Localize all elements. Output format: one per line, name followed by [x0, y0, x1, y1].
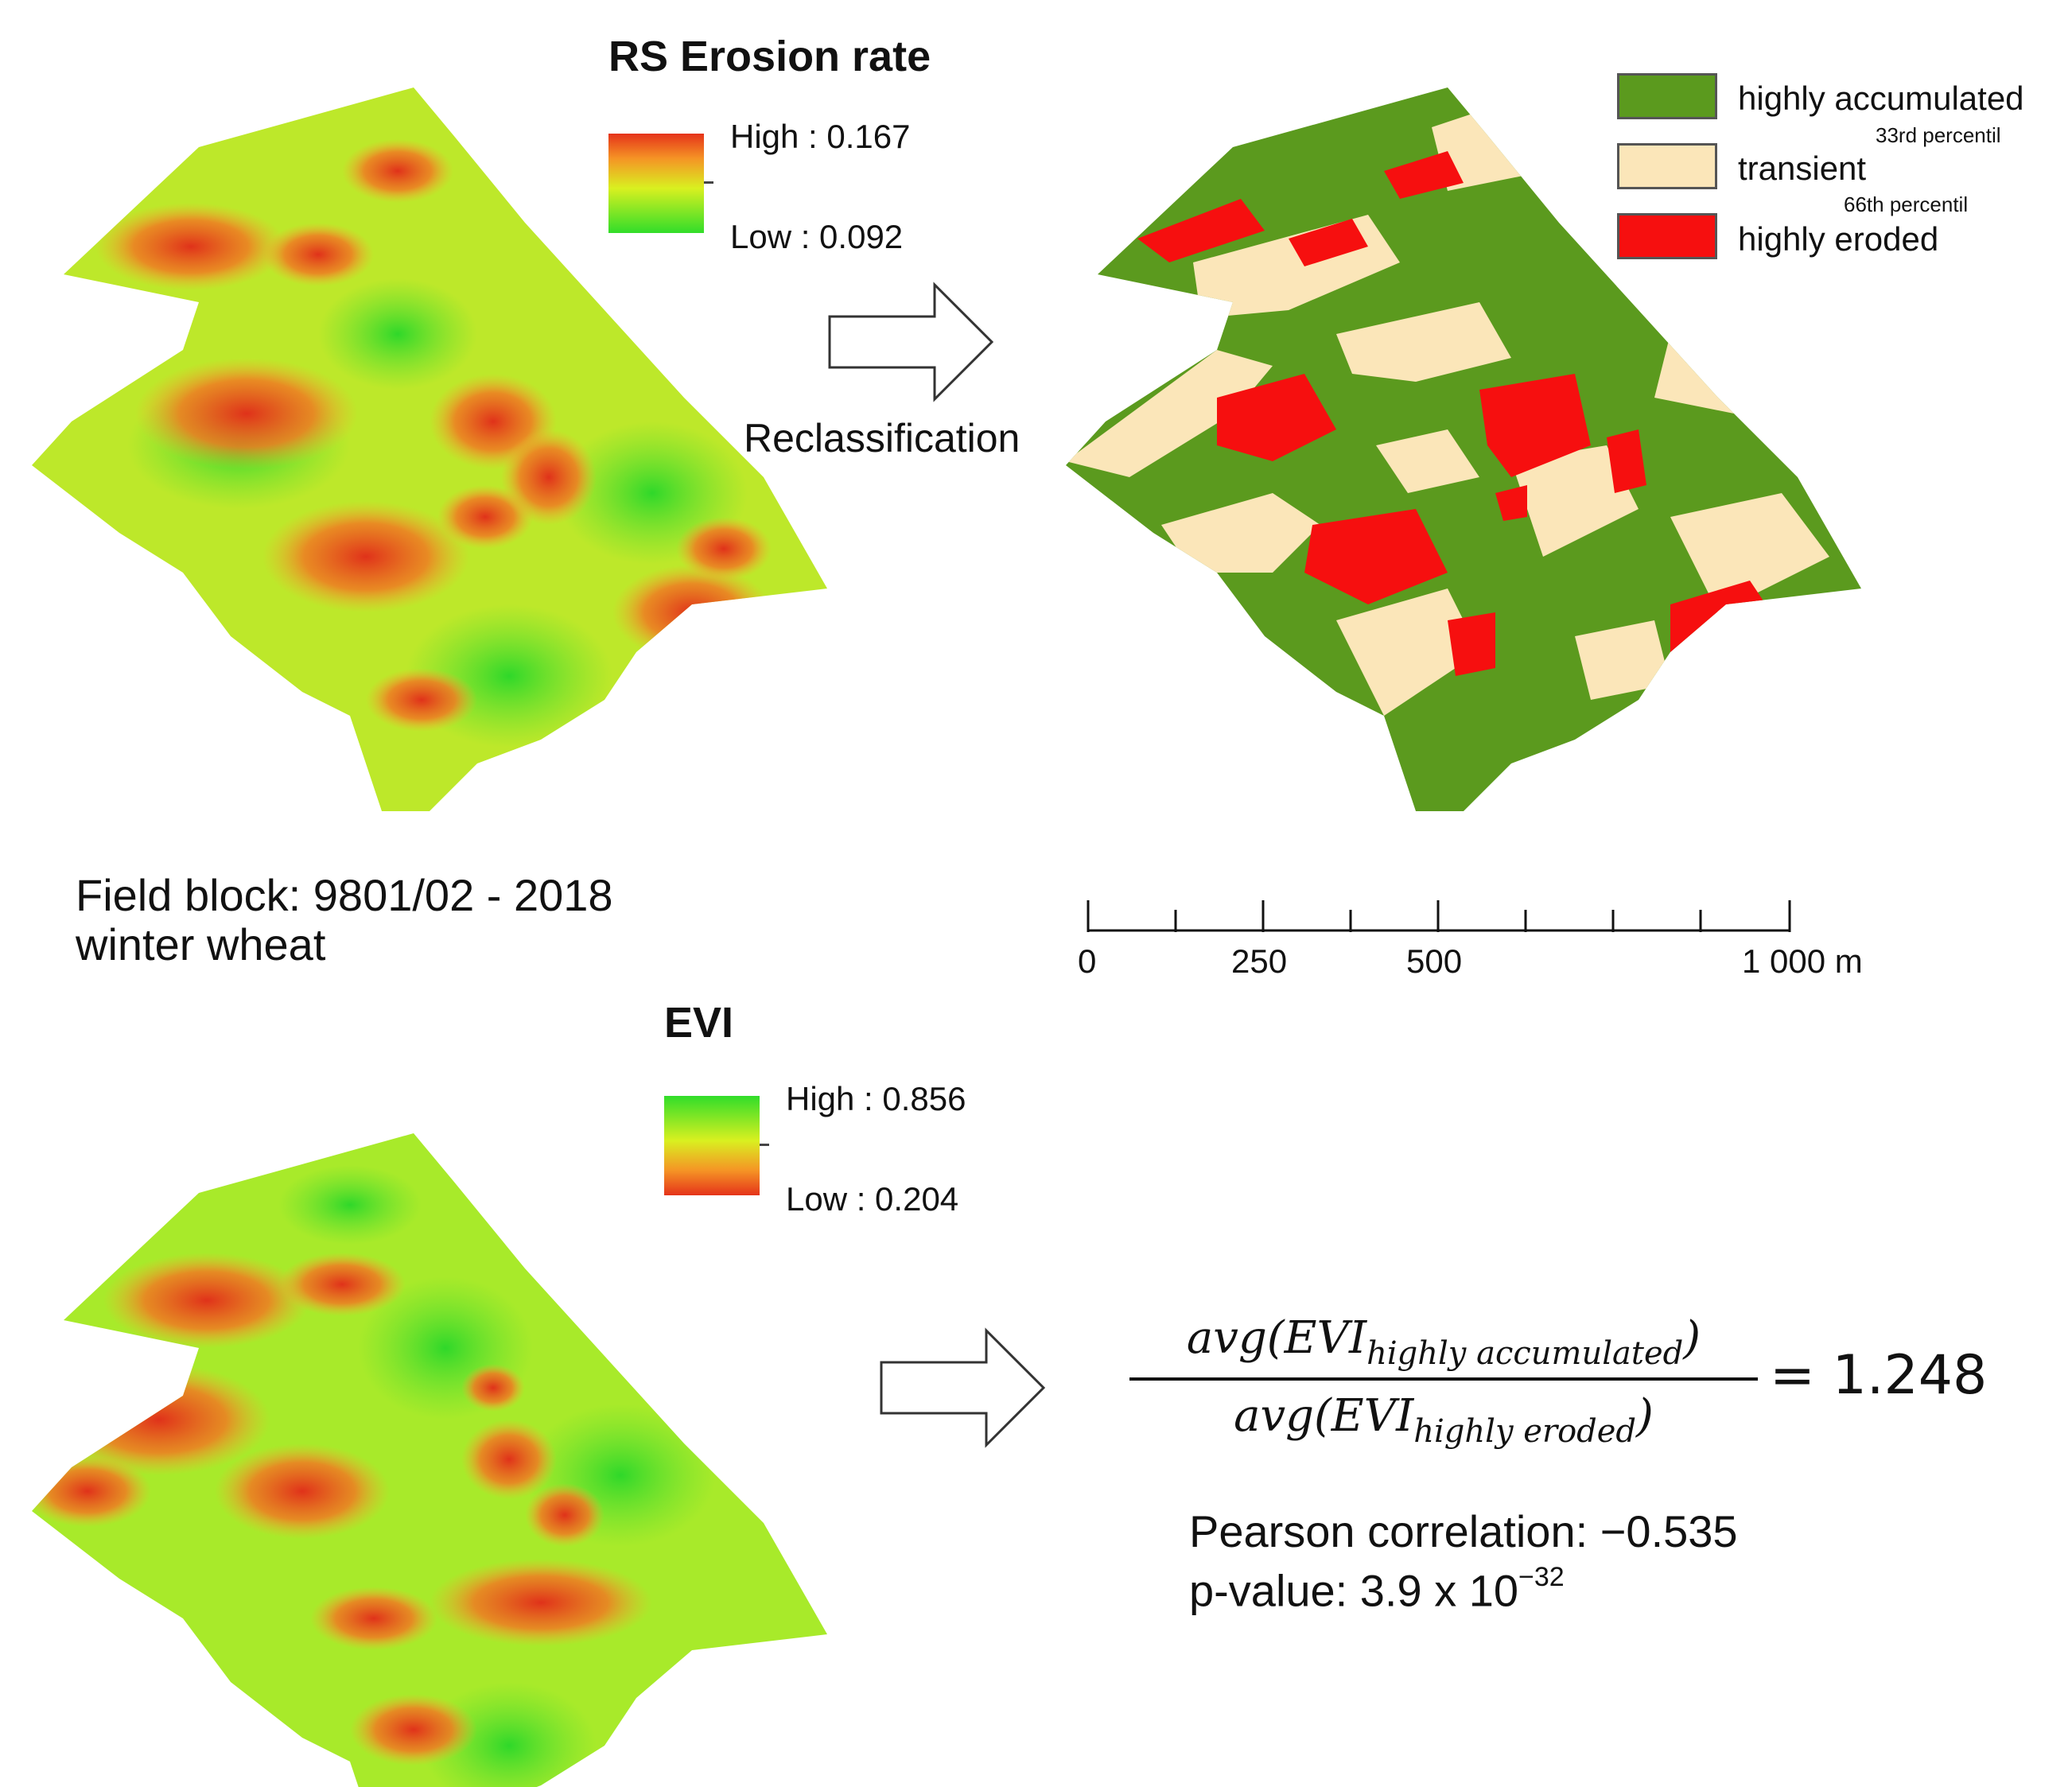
formula-numerator: avg(EVIhighly accumulated): [1129, 1312, 1758, 1372]
evi-ratio-formula: avg(EVIhighly accumulated) avg(EVIhighly…: [1129, 1312, 1758, 1450]
numerator-function: avg(EVI: [1186, 1312, 1367, 1364]
right-arrow-icon: [828, 282, 994, 402]
erosion-title: RS Erosion rate: [608, 33, 931, 80]
ratio-result: = 1.248: [1770, 1344, 1988, 1407]
pearson-correlation: Pearson correlation: −0.535: [1189, 1506, 1738, 1556]
numerator-close: ): [1683, 1312, 1701, 1364]
p-value: p-value: 3.9 x 10−32: [1189, 1557, 1565, 1616]
evi-legend-low: Low : 0.204: [786, 1180, 959, 1218]
fraction-bar: [1129, 1377, 1758, 1381]
reclassification-label: Reclassification: [744, 416, 1020, 460]
denominator-function: avg(EVI: [1234, 1390, 1414, 1442]
p-value-base: p-value: 3.9 x 10: [1189, 1565, 1519, 1616]
erosion-legend-tick: [704, 181, 713, 184]
numerator-subscript: highly accumulated: [1366, 1335, 1684, 1372]
legend-swatch-highly-eroded: [1617, 213, 1717, 259]
evi-legend-high: High : 0.856: [786, 1080, 966, 1117]
erosion-legend-high: High : 0.167: [730, 118, 911, 155]
scale-tick-1000: 1 000 m: [1742, 942, 1863, 980]
erosion-rate-map: [32, 87, 827, 811]
scale-tick-500: 500: [1406, 942, 1463, 980]
evi-map: [32, 1133, 827, 1787]
legend-label-highly-eroded: highly eroded: [1738, 220, 1939, 258]
denominator-subscript: highly eroded: [1413, 1413, 1637, 1450]
legend-swatch-highly-accumulated: [1617, 73, 1717, 119]
p-value-exponent: −32: [1518, 1562, 1565, 1592]
evi-legend-tick: [760, 1144, 769, 1146]
evi-legend-ramp: [664, 1096, 760, 1195]
scale-tick-250: 250: [1231, 942, 1288, 980]
legend-label-highly-accumulated: highly accumulated: [1738, 80, 2024, 117]
denominator-close: ): [1636, 1390, 1654, 1442]
erosion-legend-ramp: [608, 134, 704, 233]
legend-percentile-66: 66th percentil: [1844, 192, 1969, 216]
field-block-label: Field block: 9801/02 - 2018: [76, 870, 613, 920]
reclassified-map: [1066, 87, 1861, 811]
scale-tick-0: 0: [1078, 942, 1097, 980]
legend-swatch-transient: [1617, 143, 1717, 189]
scale-bar: [1087, 900, 1791, 932]
right-arrow-icon: [880, 1327, 1046, 1448]
legend-percentile-33: 33rd percentil: [1876, 123, 2001, 147]
crop-label: winter wheat: [76, 919, 326, 969]
evi-title: EVI: [664, 999, 734, 1047]
legend-label-transient: transient: [1738, 150, 1867, 187]
formula-denominator: avg(EVIhighly eroded): [1129, 1390, 1758, 1450]
erosion-legend-low: Low : 0.092: [730, 218, 904, 255]
